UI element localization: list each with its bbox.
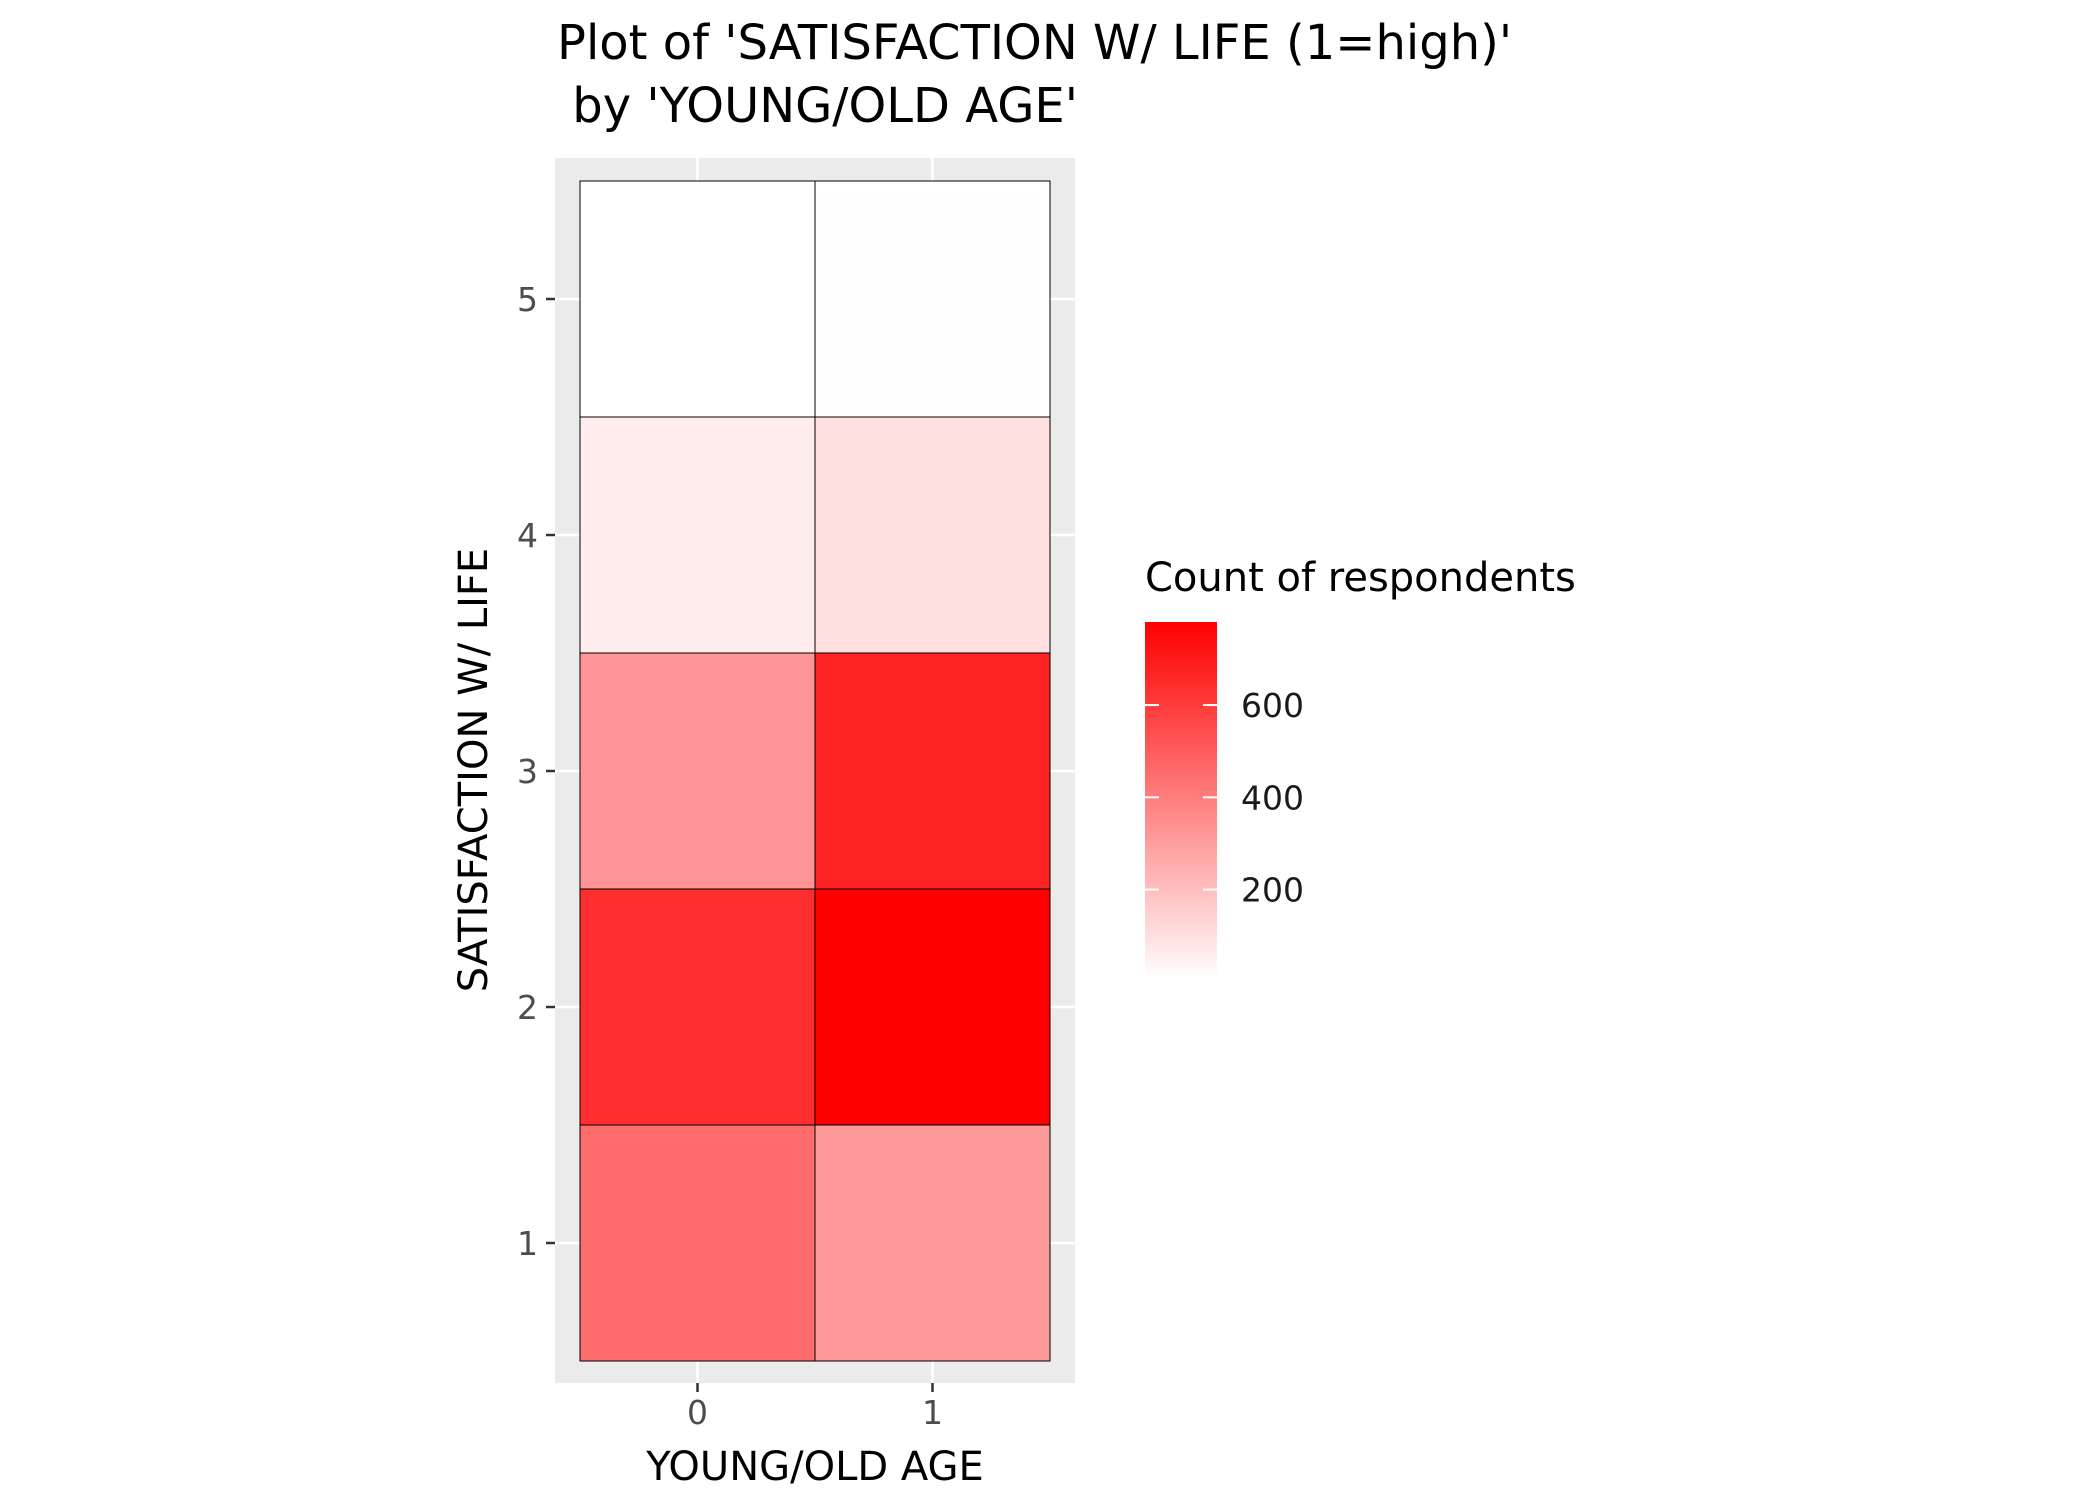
y-tick-label-4: 4 <box>517 516 538 555</box>
x-tick-label-0: 0 <box>687 1393 708 1432</box>
legend-title: Count of respondents <box>1145 555 1576 601</box>
x-tick-label-1: 1 <box>922 1393 943 1432</box>
y-tick-label-5: 5 <box>517 280 538 319</box>
y-tick-label-1: 1 <box>517 1224 538 1263</box>
legend-colorbar <box>1145 622 1217 980</box>
heatmap-cell-x1-y2 <box>814 888 1051 1126</box>
chart-title-line-2: by 'YOUNG/OLD AGE' <box>557 78 1078 134</box>
heatmap-cell-x0-y1 <box>579 1124 816 1362</box>
heatmap-cells <box>579 180 1051 1362</box>
heatmap-cell-x0-y5 <box>579 180 816 418</box>
heatmap-cell-x0-y4 <box>579 416 816 654</box>
legend-ticks: 200 400 600 <box>1145 686 1304 910</box>
heatmap-cell-x1-y3 <box>814 652 1051 890</box>
heatmap-cell-x0-y3 <box>579 652 816 890</box>
legend-tick-label-200: 200 <box>1241 871 1304 910</box>
color-legend: Count of respondents 200 400 600 <box>1145 555 1576 980</box>
y-tick-label-2: 2 <box>517 988 538 1027</box>
heatmap-cell-x1-y1 <box>814 1124 1051 1362</box>
heatmap-cell-x0-y2 <box>579 888 816 1126</box>
axis-ticks: 0 1 1 2 3 4 5 <box>517 280 943 1432</box>
legend-tick-label-400: 400 <box>1241 778 1304 817</box>
chart-title-line-1: Plot of 'SATISFACTION W/ LIFE (1=high)' <box>557 15 1512 71</box>
x-axis-title: YOUNG/OLD AGE <box>645 1444 984 1490</box>
y-axis-title: SATISFACTION W/ LIFE <box>451 548 497 992</box>
legend-tick-label-600: 600 <box>1241 686 1304 725</box>
heatmap-cell-x1-y4 <box>814 416 1051 654</box>
y-tick-label-3: 3 <box>517 752 538 791</box>
chart-title: Plot of 'SATISFACTION W/ LIFE (1=high)' … <box>557 15 1512 134</box>
heatmap-cell-x1-y5 <box>814 180 1051 418</box>
